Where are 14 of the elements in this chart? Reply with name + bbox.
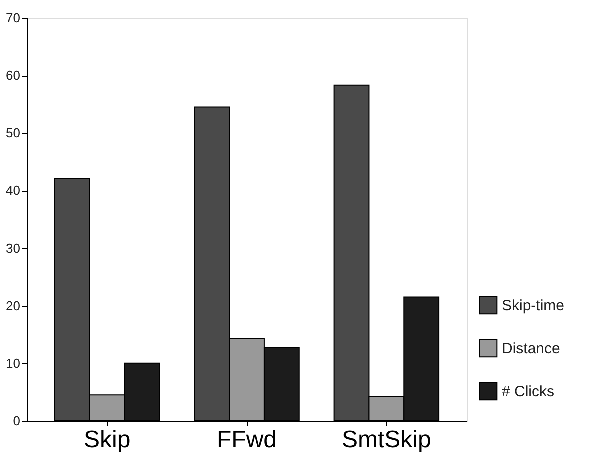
y-tick-label: 20 — [6, 298, 20, 314]
y-tick-label: 0 — [13, 414, 20, 428]
legend-label: Distance — [502, 340, 560, 358]
y-tick-label: 50 — [6, 126, 20, 141]
legend-label: Skip-time — [502, 298, 565, 314]
legend-label: # Clicks — [502, 384, 555, 400]
y-tick-label: 60 — [6, 68, 20, 84]
x-tick-label: FFwd — [217, 426, 277, 454]
y-tick-label: 70 — [6, 10, 20, 26]
y-tick-label: 40 — [6, 183, 20, 198]
y-tick-label: 10 — [6, 356, 20, 371]
x-tick-label: SmtSkip — [342, 426, 432, 454]
y-tick-label: 30 — [6, 240, 20, 256]
x-tick-label: Skip — [84, 426, 131, 454]
